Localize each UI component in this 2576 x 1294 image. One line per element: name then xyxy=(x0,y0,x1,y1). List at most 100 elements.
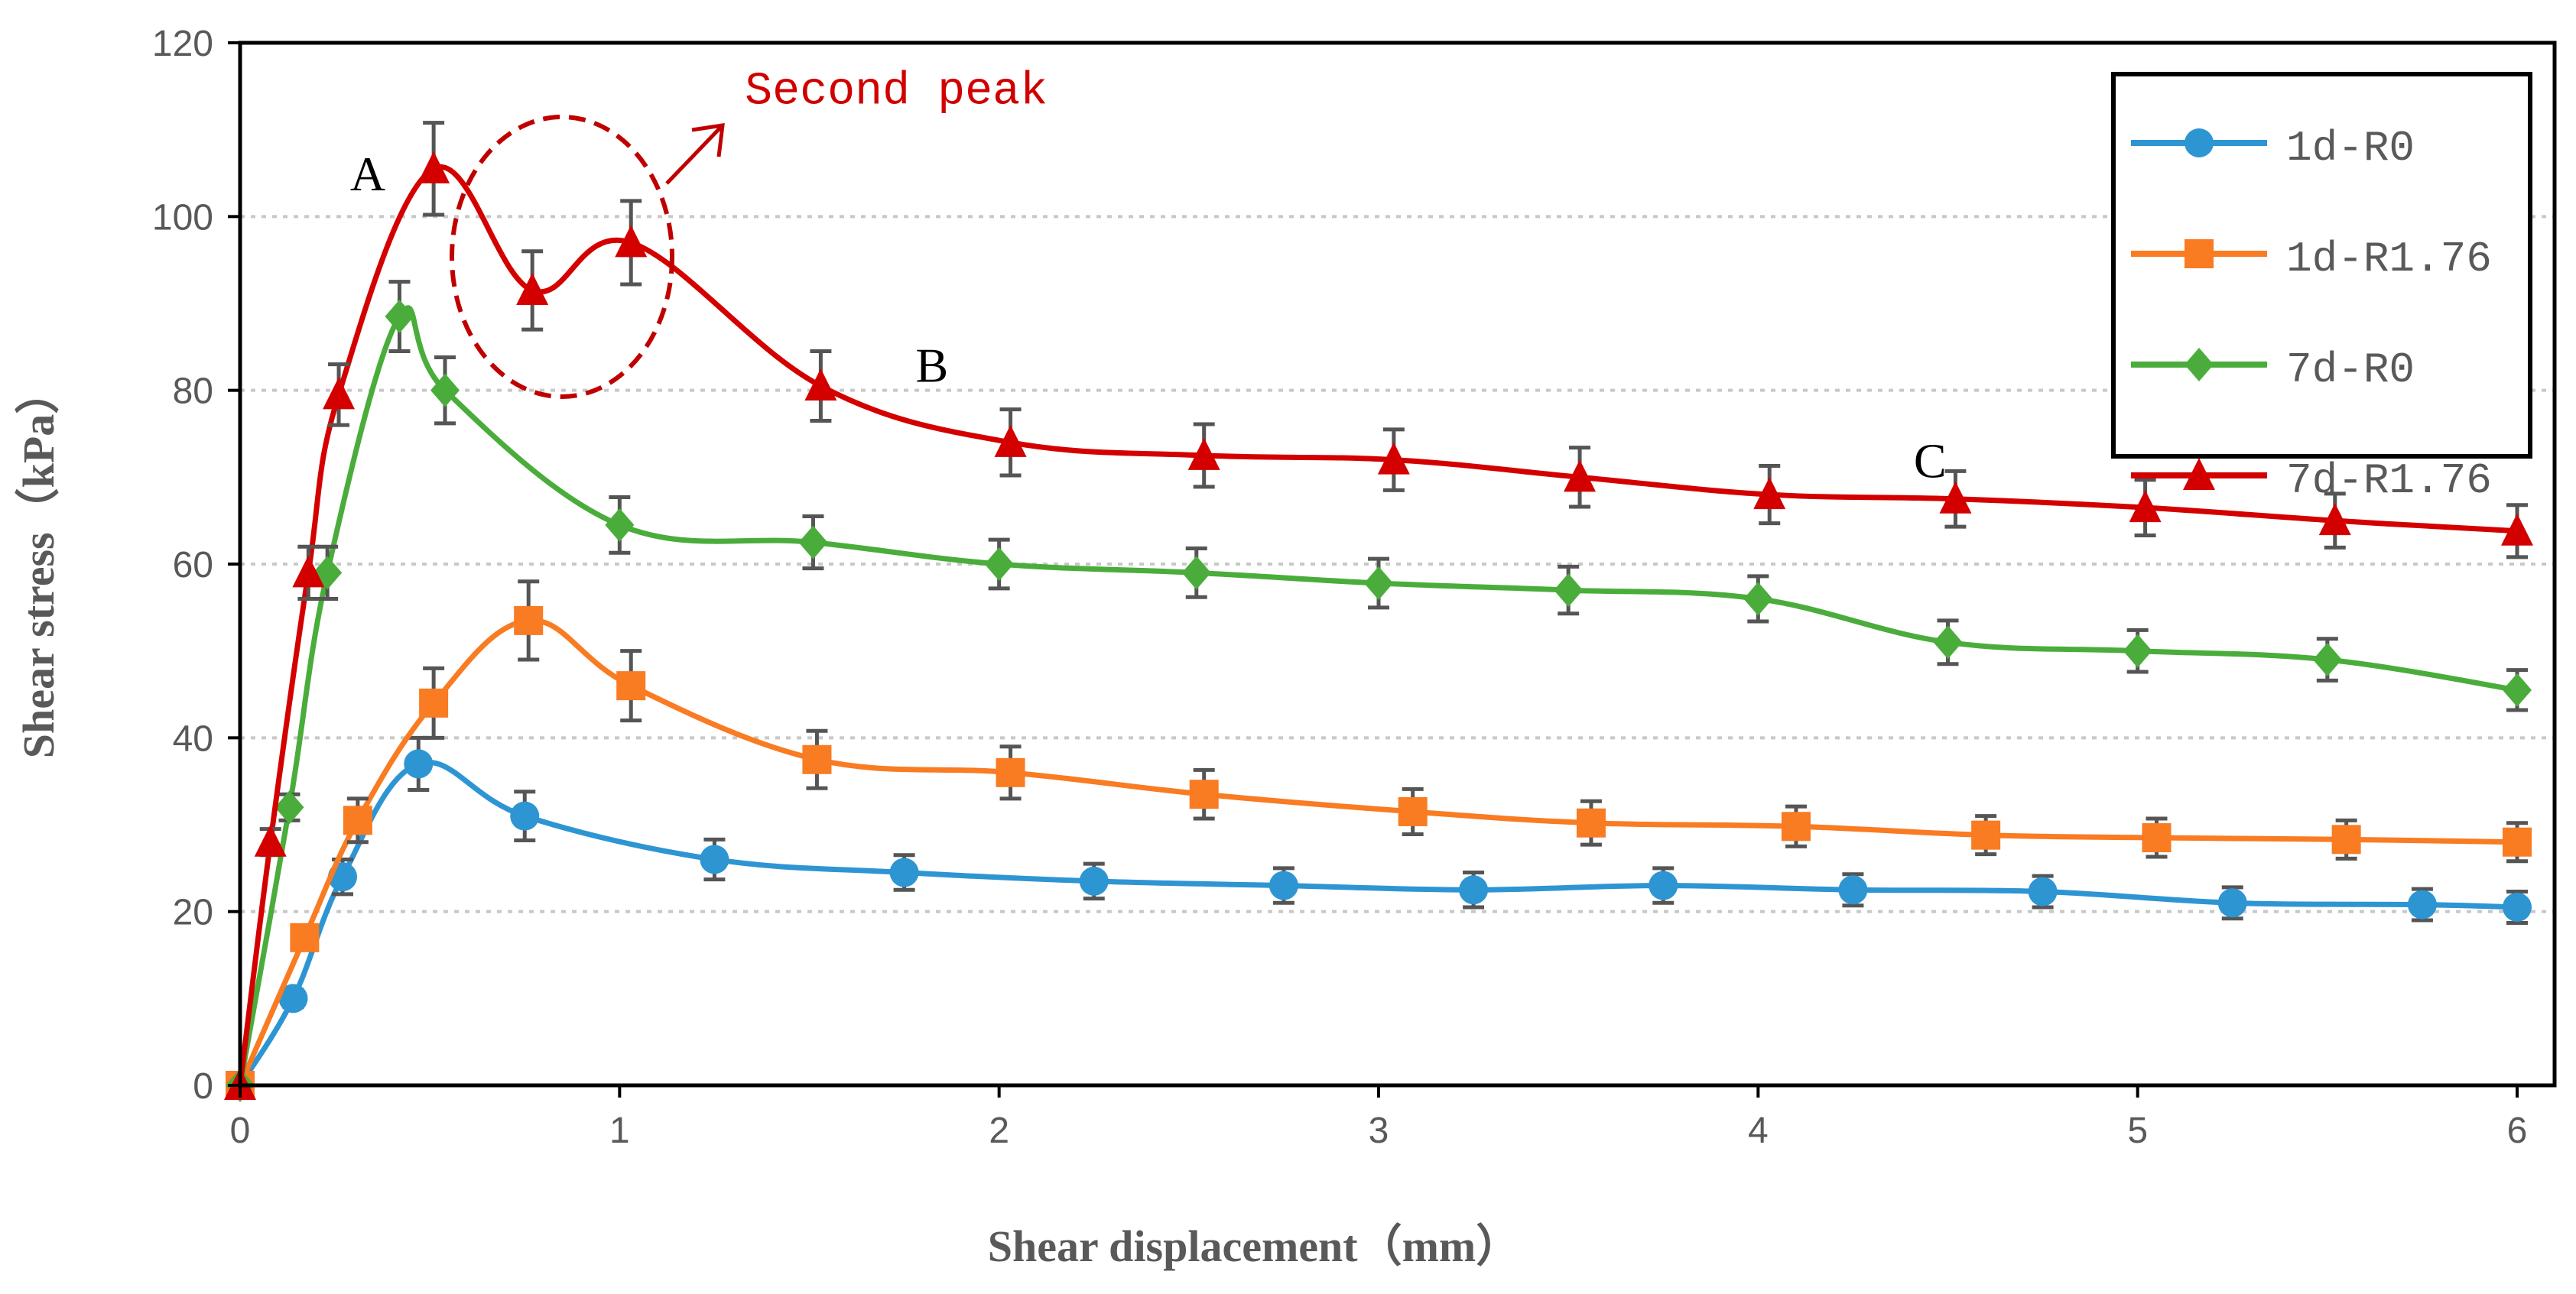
data-point xyxy=(2318,503,2351,536)
y-tick-label: 120 xyxy=(152,24,213,64)
annotation-c: C xyxy=(1914,433,1947,488)
data-point xyxy=(2028,877,2058,906)
series-7d-R0 xyxy=(226,280,2532,1102)
data-point xyxy=(2503,673,2532,707)
series-line xyxy=(237,164,2518,1086)
x-tick-label: 1 xyxy=(609,1111,630,1151)
axis-ticks: 0 20 40 60 80 100 120 0 1 2 3 4 5 6 xyxy=(152,24,2527,1151)
data-point xyxy=(1939,481,1972,514)
data-point xyxy=(605,508,635,542)
x-tick-label: 6 xyxy=(2507,1111,2528,1151)
data-point xyxy=(430,373,460,407)
data-point xyxy=(419,688,449,718)
data-point xyxy=(1564,459,1597,492)
series-line xyxy=(237,305,2518,1086)
data-point xyxy=(1187,437,1220,470)
second-peak-arrow xyxy=(665,123,725,185)
second-peak-circle xyxy=(450,115,674,399)
data-point xyxy=(2129,490,2162,523)
annotations: A B C Second peak xyxy=(350,66,1947,488)
data-point xyxy=(1079,866,1109,896)
data-point xyxy=(1576,808,1606,838)
legend-marker-7d-R0 xyxy=(2185,348,2214,381)
legend: 1d-R0 1d-R1.76 7d-R0 7d-R1.76 xyxy=(2111,72,2532,505)
data-point xyxy=(1181,556,1211,590)
data-point xyxy=(514,605,544,635)
x-tick-label: 4 xyxy=(1748,1111,1769,1151)
legend-label: 7d-R0 xyxy=(2286,345,2415,394)
data-point xyxy=(417,151,450,183)
data-point xyxy=(290,923,320,952)
x-tick-label: 5 xyxy=(2127,1111,2148,1151)
legend-label: 1d-R1.76 xyxy=(2286,235,2492,284)
series-1d-R1.76 xyxy=(226,579,2532,1100)
data-point xyxy=(292,555,325,588)
data-point xyxy=(996,757,1025,787)
x-tick-label: 0 xyxy=(230,1111,251,1151)
annotation-second-peak: Second peak xyxy=(745,66,1048,118)
y-tick-label: 80 xyxy=(173,371,213,412)
data-point xyxy=(984,547,1014,581)
legend-marker-7d-R1.76 xyxy=(2183,458,2215,490)
legend-label: 7d-R1.76 xyxy=(2286,456,2492,505)
data-point xyxy=(1377,442,1410,475)
data-point xyxy=(889,858,919,887)
y-tick-label: 40 xyxy=(173,718,213,759)
data-point xyxy=(700,845,729,874)
data-point xyxy=(798,525,828,559)
legend-marker-1d-R1.76 xyxy=(2185,239,2214,268)
data-point xyxy=(1269,871,1298,900)
data-point xyxy=(343,806,372,835)
series-7d-R1.76 xyxy=(224,121,2533,1100)
data-point xyxy=(2142,823,2172,853)
series-1d-R0 xyxy=(226,735,2532,1100)
data-point xyxy=(2123,634,2152,668)
data-point xyxy=(2407,890,2437,919)
data-point xyxy=(804,368,837,401)
y-tick-label: 20 xyxy=(173,893,213,933)
y-tick-label: 60 xyxy=(173,545,213,585)
data-point xyxy=(1398,796,1428,826)
data-point xyxy=(1933,625,1963,660)
data-point xyxy=(2331,825,2361,855)
legend-marker-1d-R0 xyxy=(2185,128,2214,157)
x-tick-label: 3 xyxy=(1369,1111,1389,1151)
data-point xyxy=(385,300,414,334)
data-point xyxy=(1189,780,1219,809)
data-point xyxy=(2501,513,2533,546)
data-point xyxy=(615,225,648,258)
data-point xyxy=(323,377,356,410)
data-point xyxy=(2503,892,2532,922)
data-point xyxy=(278,984,308,1013)
data-point xyxy=(274,790,304,825)
data-point xyxy=(1781,812,1811,842)
data-point xyxy=(1743,582,1773,616)
annotation-a: A xyxy=(350,147,385,201)
series-layer xyxy=(224,121,2533,1102)
data-point xyxy=(1364,566,1393,601)
data-point xyxy=(1753,477,1786,510)
data-point xyxy=(1971,820,2001,850)
data-point xyxy=(616,671,646,701)
data-point xyxy=(802,744,832,774)
data-point xyxy=(1649,871,1678,900)
data-point xyxy=(404,749,434,779)
legend-label: 1d-R0 xyxy=(2286,124,2415,173)
data-point xyxy=(516,272,549,305)
data-point xyxy=(254,824,287,857)
data-point xyxy=(1554,573,1584,608)
data-point xyxy=(2217,888,2247,918)
data-point xyxy=(2503,827,2532,857)
x-tick-label: 2 xyxy=(989,1111,1009,1151)
data-point xyxy=(510,801,540,831)
annotation-b: B xyxy=(915,338,948,392)
data-point xyxy=(1459,875,1489,905)
series-line xyxy=(237,618,2518,1087)
y-axis-label: Shear stress（kPa） xyxy=(14,370,63,759)
data-point xyxy=(2312,643,2342,677)
legend-box xyxy=(2111,72,2532,459)
data-point xyxy=(1838,875,1868,905)
y-tick-label: 0 xyxy=(193,1066,213,1107)
data-point xyxy=(994,424,1027,457)
